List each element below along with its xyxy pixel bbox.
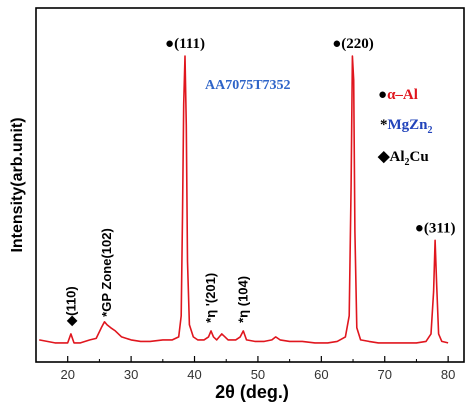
legend-item-mgzn2: *MgZn2	[380, 117, 433, 136]
x-axis-ticks: 20 30 40 50 60 70 80	[60, 356, 455, 382]
peak-label: *GP Zone(102)	[99, 228, 114, 317]
x-tick-label: 20	[60, 367, 74, 382]
inline-title: AA7075T7352	[205, 78, 291, 93]
peak-label: ●(220)	[332, 36, 374, 52]
legend: ●α–Al *MgZn2 ◆Al2Cu	[377, 87, 433, 168]
x-tick-label: 50	[251, 367, 265, 382]
legend-item-alpha-al: ●α–Al	[378, 87, 418, 103]
xrd-pattern-line	[39, 55, 449, 344]
peak-annotations: ◆(110) *GP Zone(102) ●(111) *η '(201) *η (10…	[64, 36, 456, 327]
diamond-marker-icon: ◆	[377, 149, 390, 165]
plot-frame	[35, 7, 465, 363]
x-tick-label: 80	[441, 367, 455, 382]
x-tick-label: 70	[378, 367, 392, 382]
peak-label: ●(311)	[415, 220, 456, 236]
peak-label: *η (104)	[235, 276, 250, 323]
y-axis-title: Intensity(arb.unit)	[9, 117, 26, 252]
peak-label: *η '(201)	[203, 273, 218, 323]
circle-marker-icon: ●	[378, 87, 387, 103]
legend-item-al2cu: ◆Al2Cu	[377, 149, 429, 168]
x-axis-title: 2θ (deg.)	[215, 382, 289, 402]
x-tick-label: 30	[124, 367, 138, 382]
x-tick-label: 60	[314, 367, 328, 382]
data-series	[39, 55, 449, 344]
peak-label: ◆(110)	[64, 286, 79, 327]
peak-label: ●(111)	[165, 36, 205, 52]
asterisk-marker-icon: *	[380, 117, 388, 133]
x-tick-label: 40	[187, 367, 201, 382]
